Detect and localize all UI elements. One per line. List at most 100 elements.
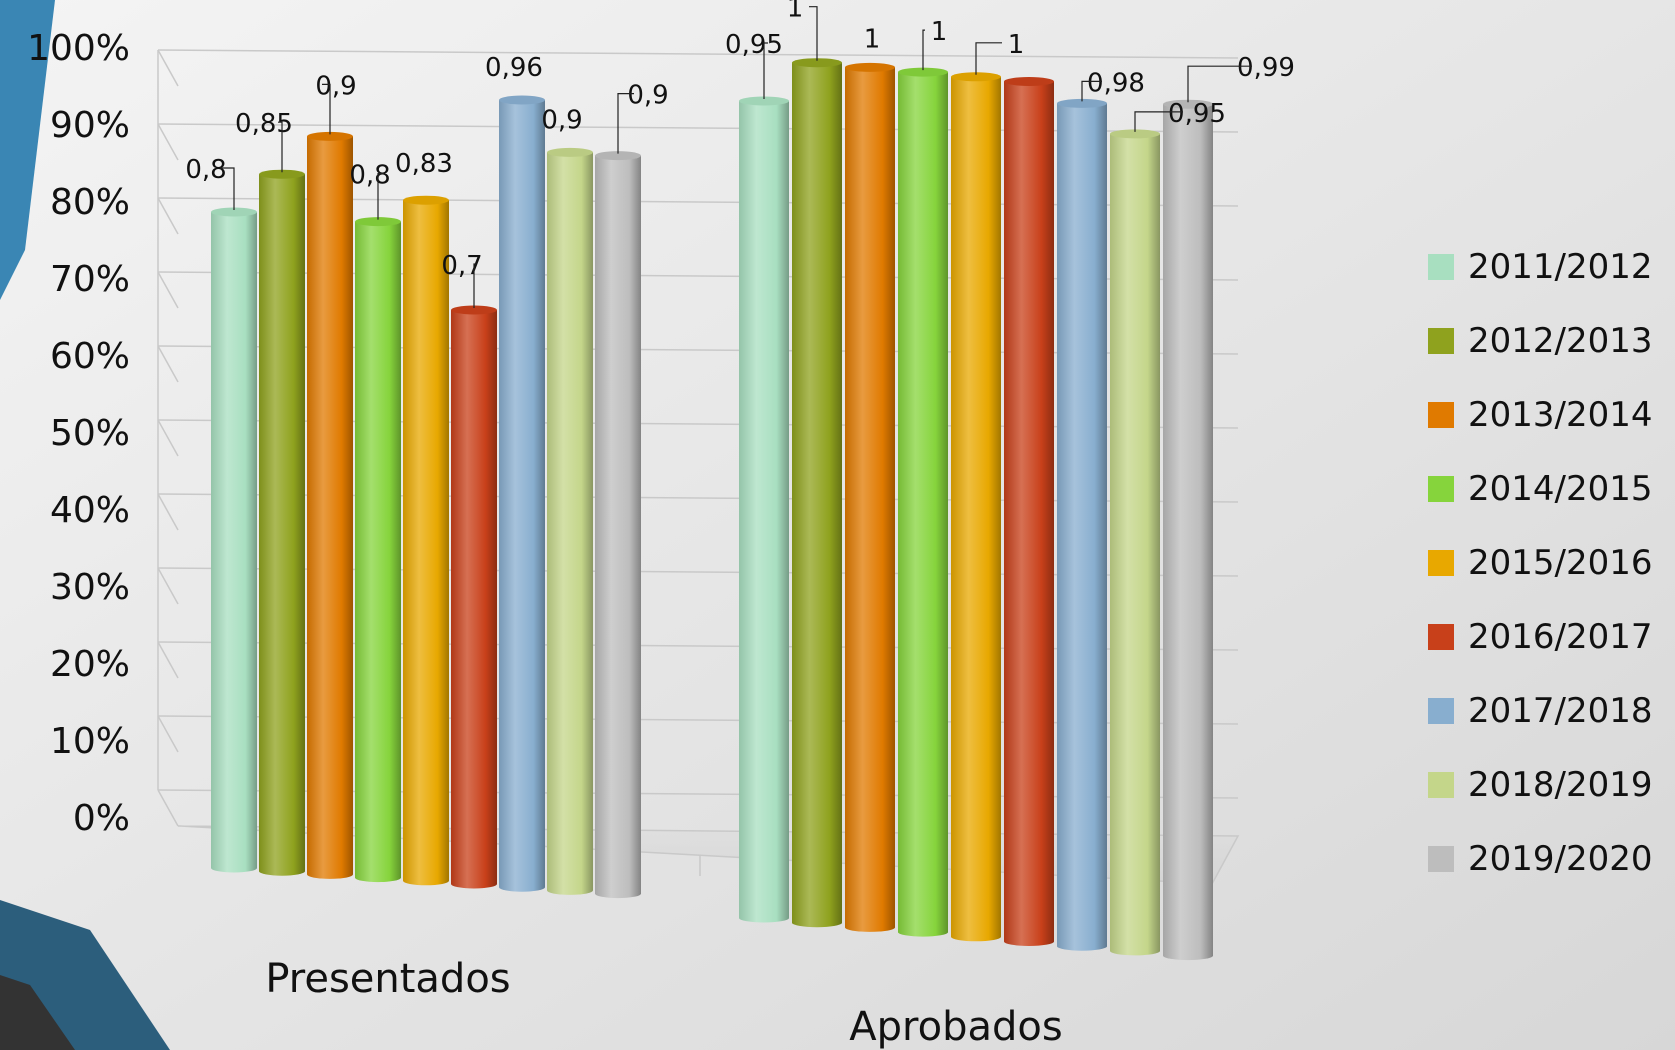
legend-item: 2016/2017 — [1428, 600, 1668, 674]
data-label-leader — [322, 83, 331, 135]
legend-label: 2013/2014 — [1468, 395, 1653, 435]
bar-top — [739, 96, 789, 106]
legend-label: 2011/2012 — [1468, 247, 1653, 287]
data-label: 0,98 — [1087, 68, 1145, 98]
legend-item: 2019/2020 — [1428, 822, 1668, 896]
bar-top — [898, 67, 948, 77]
legend-item: 2018/2019 — [1428, 748, 1668, 822]
bar-top — [951, 72, 1001, 82]
y-tick-label: 100% — [27, 28, 130, 69]
y-tick-label: 30% — [50, 567, 130, 608]
data-label: 0,95 — [1168, 99, 1226, 129]
bar-top — [1004, 77, 1054, 86]
bar-top — [792, 58, 842, 68]
bar-body — [845, 67, 895, 932]
bar-top — [547, 147, 593, 157]
legend-swatch — [1428, 846, 1454, 872]
gridline-side — [157, 567, 179, 605]
gridline-side — [157, 49, 179, 87]
bar-top — [307, 131, 353, 141]
legend-label: 2019/2020 — [1468, 839, 1653, 879]
data-label-leader — [809, 6, 818, 61]
data-label: 0,85 — [235, 109, 293, 139]
bar — [403, 195, 450, 886]
legend-label: 2018/2019 — [1468, 765, 1653, 805]
legend-swatch — [1428, 550, 1454, 576]
x-category-label: Presentados — [265, 956, 510, 1002]
data-label-leader — [975, 42, 1002, 75]
legend-item: 2017/2018 — [1428, 674, 1668, 748]
data-label-leader — [763, 42, 768, 99]
bar-body — [307, 136, 353, 879]
legend-swatch — [1428, 254, 1454, 280]
y-tick-label: 0% — [73, 798, 130, 839]
bar — [739, 96, 789, 923]
data-label-leader — [1134, 111, 1183, 132]
accent-corner-dark — [0, 975, 75, 1050]
bar-top — [355, 217, 401, 227]
bar-body — [1110, 133, 1160, 956]
accent-stripe-left — [0, 0, 55, 300]
bar-top — [1163, 99, 1213, 109]
legend-label: 2014/2015 — [1468, 469, 1653, 509]
data-label: 0,9 — [541, 105, 582, 135]
bar-body — [259, 174, 305, 876]
x-category-label: Aprobados — [849, 1004, 1062, 1050]
gridline-side — [157, 271, 179, 309]
bar — [792, 58, 842, 928]
bar — [451, 305, 497, 889]
y-axis: 0% 10% 20% 30% 40% 50% 60% 70% 80% 90% 100% — [27, 28, 130, 839]
legend-label: 2017/2018 — [1468, 691, 1653, 731]
legend-item: 2012/2013 — [1428, 304, 1668, 378]
bar-body — [1004, 81, 1054, 946]
data-label-leader — [617, 92, 634, 154]
gridline-side — [157, 789, 179, 827]
bar-top — [211, 207, 257, 217]
data-label-leader — [278, 121, 283, 173]
data-label-leader — [922, 29, 925, 71]
bar — [845, 62, 895, 932]
data-label: 0,83 — [395, 149, 453, 179]
y-tick-label: 80% — [50, 182, 130, 223]
data-label: 0,95 — [725, 30, 783, 60]
data-label: 0,9 — [315, 71, 356, 101]
bar-top — [1110, 129, 1160, 139]
bar-body — [1057, 103, 1107, 951]
bar — [1163, 99, 1213, 961]
data-label-leader — [220, 167, 235, 210]
legend-label: 2015/2016 — [1468, 543, 1653, 583]
gridline-side — [157, 493, 179, 531]
data-label: 0,99 — [1237, 53, 1295, 83]
y-tick-label: 20% — [50, 644, 130, 685]
legend-item: 2015/2016 — [1428, 526, 1668, 600]
bar — [1057, 98, 1107, 951]
bar-body — [792, 62, 842, 928]
bar-top — [499, 95, 545, 105]
legend: 2011/2012 2012/2013 2013/2014 2014/2015 2015… — [1428, 230, 1668, 896]
data-label-leader — [473, 263, 476, 308]
data-label: 0,8 — [185, 155, 226, 185]
gridline-side — [157, 641, 179, 679]
bar-body — [355, 221, 401, 883]
legend-item: 2014/2015 — [1428, 452, 1668, 526]
bar — [355, 217, 401, 883]
bar-top — [595, 151, 641, 161]
bars — [211, 58, 1213, 961]
gridline — [157, 49, 1239, 59]
gridline-side — [157, 197, 179, 235]
bar-body — [451, 310, 497, 889]
bar — [211, 207, 257, 873]
legend-label: 2016/2017 — [1468, 617, 1653, 657]
y-tick-label: 40% — [50, 490, 130, 531]
data-label-leader — [1081, 80, 1102, 102]
bar-body — [211, 212, 257, 873]
bar — [259, 169, 305, 876]
gridline-side — [157, 123, 179, 161]
legend-swatch — [1428, 624, 1454, 650]
bar-body — [951, 76, 1001, 942]
legend-swatch — [1428, 476, 1454, 502]
bar — [499, 95, 545, 892]
